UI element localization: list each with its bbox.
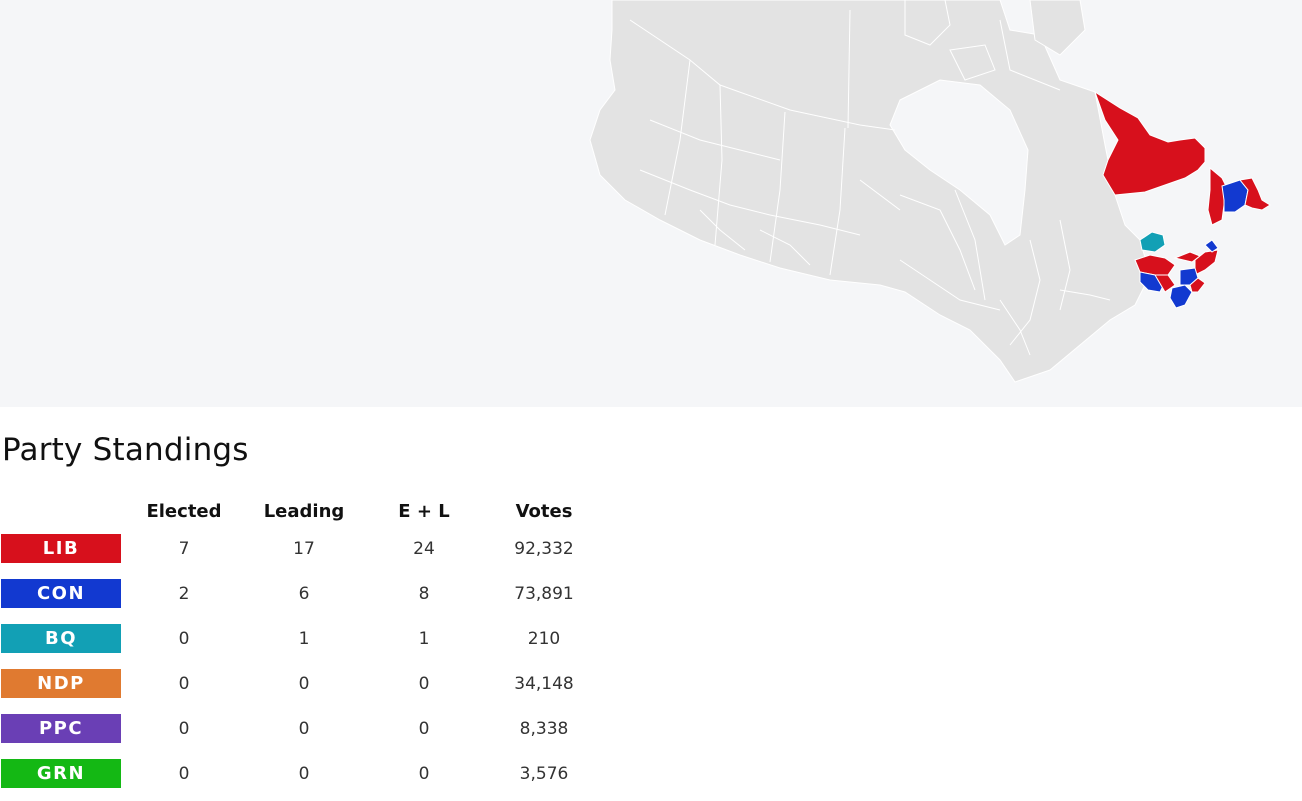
cell-el: 0 (418, 673, 430, 694)
table-row: CON 2 6 8 73,891 (0, 571, 604, 616)
cell-votes: 3,576 (519, 763, 569, 784)
riding-ns-east-lib[interactable] (1194, 249, 1219, 276)
party-standings-table: Elected Leading E + L Votes LIB 7 17 24 … (0, 496, 604, 796)
riding-gaspe-bq[interactable] (1139, 231, 1166, 253)
riding-newfoundland-east-lib[interactable] (1239, 177, 1271, 211)
hudson-bay (889, 79, 1029, 246)
riding-ns-south-con[interactable] (1169, 284, 1193, 309)
cell-el: 1 (418, 628, 430, 649)
party-badge-ndp: NDP (1, 669, 121, 698)
header-leading: Leading (263, 500, 345, 522)
cell-elected: 0 (178, 628, 190, 649)
riding-ns-halifax-lib[interactable] (1189, 277, 1206, 293)
cell-votes: 34,148 (514, 673, 574, 694)
riding-ns-cape-con[interactable] (1204, 239, 1219, 253)
party-badge-lib: LIB (1, 534, 121, 563)
table-row: PPC 0 0 0 8,338 (0, 706, 604, 751)
arctic-island-1 (904, 0, 951, 46)
header-el: E + L (398, 500, 450, 522)
cell-votes: 8,338 (519, 718, 569, 739)
cell-elected: 0 (178, 763, 190, 784)
cell-elected: 2 (178, 583, 190, 604)
cell-el: 0 (418, 718, 430, 739)
table-row: NDP 0 0 0 34,148 (0, 661, 604, 706)
cell-leading: 1 (298, 628, 310, 649)
table-row: BQ 0 1 1 210 (0, 616, 604, 661)
party-badge-ppc: PPC (1, 714, 121, 743)
canada-landmass (589, 0, 1151, 383)
cell-votes: 210 (527, 628, 561, 649)
party-badge-con: CON (1, 579, 121, 608)
cell-leading: 6 (298, 583, 310, 604)
cell-leading: 0 (298, 763, 310, 784)
riding-borders (629, 9, 1111, 356)
cell-leading: 17 (293, 538, 315, 559)
election-map[interactable] (0, 0, 1302, 407)
table-header-row: Elected Leading E + L Votes (0, 496, 604, 526)
arctic-island-2 (1029, 0, 1086, 56)
cell-votes: 92,332 (514, 538, 574, 559)
cell-elected: 7 (178, 538, 190, 559)
party-badge-grn: GRN (1, 759, 121, 788)
riding-newfoundland-west-lib[interactable] (1207, 166, 1229, 226)
party-badge-bq: BQ (1, 624, 121, 653)
table-row: GRN 0 0 0 3,576 (0, 751, 604, 796)
cell-votes: 73,891 (514, 583, 574, 604)
cell-leading: 0 (298, 673, 310, 694)
table-row: LIB 7 17 24 92,332 (0, 526, 604, 571)
cell-el: 24 (413, 538, 435, 559)
cell-el: 8 (418, 583, 430, 604)
riding-labrador-lib[interactable] (1094, 90, 1206, 196)
header-votes: Votes (515, 500, 573, 522)
party-standings-title: Party Standings (2, 432, 249, 468)
header-elected: Elected (146, 500, 222, 522)
cell-leading: 0 (298, 718, 310, 739)
cell-elected: 0 (178, 718, 190, 739)
cell-el: 0 (418, 763, 430, 784)
arctic-island-3 (949, 44, 996, 81)
riding-nb-central-lib[interactable] (1154, 274, 1176, 293)
canada-map-svg[interactable] (0, 0, 1302, 407)
cell-elected: 0 (178, 673, 190, 694)
header-party (0, 496, 124, 526)
